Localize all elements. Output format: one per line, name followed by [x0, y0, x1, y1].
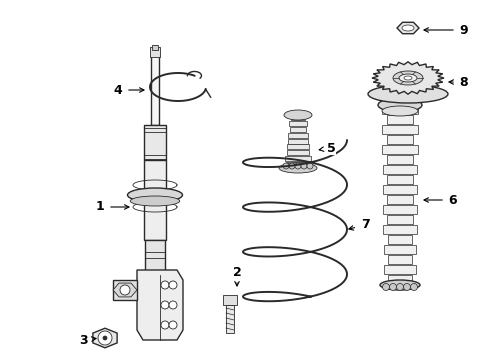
Circle shape: [288, 163, 294, 169]
Bar: [285, 156, 310, 161]
Ellipse shape: [127, 188, 182, 202]
Text: 9: 9: [459, 23, 468, 36]
Bar: [386, 195, 412, 204]
Bar: [285, 162, 309, 167]
Bar: [386, 135, 412, 144]
Ellipse shape: [284, 110, 311, 120]
Bar: [143, 125, 165, 160]
Bar: [286, 144, 309, 149]
Circle shape: [294, 163, 301, 169]
Text: 8: 8: [459, 76, 468, 89]
Circle shape: [403, 284, 409, 291]
Bar: [143, 160, 165, 240]
Text: 1: 1: [96, 201, 104, 213]
Circle shape: [382, 284, 389, 291]
Bar: [150, 47, 160, 57]
Text: 7: 7: [360, 219, 368, 231]
Circle shape: [169, 281, 177, 289]
Circle shape: [169, 301, 177, 309]
Bar: [287, 133, 307, 138]
Bar: [382, 205, 416, 214]
Circle shape: [283, 163, 288, 169]
Bar: [288, 139, 307, 144]
Ellipse shape: [401, 25, 413, 31]
Bar: [383, 265, 415, 274]
Bar: [381, 105, 417, 114]
Bar: [286, 150, 308, 155]
Circle shape: [161, 281, 169, 289]
Bar: [151, 55, 159, 125]
Circle shape: [161, 321, 169, 329]
Ellipse shape: [403, 76, 411, 80]
Bar: [223, 295, 237, 305]
Text: 2: 2: [232, 266, 241, 279]
Polygon shape: [396, 22, 418, 34]
Ellipse shape: [130, 196, 180, 206]
Bar: [145, 240, 164, 275]
Bar: [289, 121, 306, 126]
Circle shape: [161, 301, 169, 309]
Bar: [152, 45, 158, 50]
Bar: [382, 165, 416, 174]
Polygon shape: [371, 62, 443, 94]
Ellipse shape: [381, 106, 417, 116]
Ellipse shape: [377, 98, 421, 112]
Text: 3: 3: [79, 333, 87, 346]
Ellipse shape: [379, 280, 419, 290]
Bar: [383, 225, 416, 234]
Bar: [113, 280, 137, 300]
Bar: [387, 255, 411, 264]
Polygon shape: [113, 283, 137, 297]
Circle shape: [389, 284, 396, 291]
Bar: [386, 215, 412, 224]
Bar: [225, 305, 234, 333]
Bar: [383, 245, 416, 254]
Bar: [386, 175, 412, 184]
Bar: [386, 115, 412, 124]
Bar: [382, 185, 416, 194]
Bar: [382, 145, 417, 154]
Circle shape: [103, 336, 107, 340]
Polygon shape: [93, 328, 117, 348]
Circle shape: [306, 163, 312, 169]
Bar: [290, 115, 305, 120]
Bar: [387, 275, 411, 284]
Bar: [289, 127, 306, 132]
Circle shape: [409, 284, 417, 291]
Bar: [382, 125, 417, 134]
Ellipse shape: [279, 163, 316, 173]
Text: 6: 6: [448, 194, 456, 207]
Circle shape: [120, 285, 130, 295]
Circle shape: [98, 331, 112, 345]
Circle shape: [169, 321, 177, 329]
Circle shape: [396, 284, 403, 291]
Ellipse shape: [392, 71, 422, 85]
Polygon shape: [137, 270, 183, 340]
Ellipse shape: [367, 85, 447, 103]
Circle shape: [301, 163, 306, 169]
Text: 4: 4: [113, 84, 122, 96]
Text: 5: 5: [326, 141, 335, 154]
Bar: [387, 235, 411, 244]
Ellipse shape: [398, 74, 416, 82]
Bar: [386, 155, 412, 164]
